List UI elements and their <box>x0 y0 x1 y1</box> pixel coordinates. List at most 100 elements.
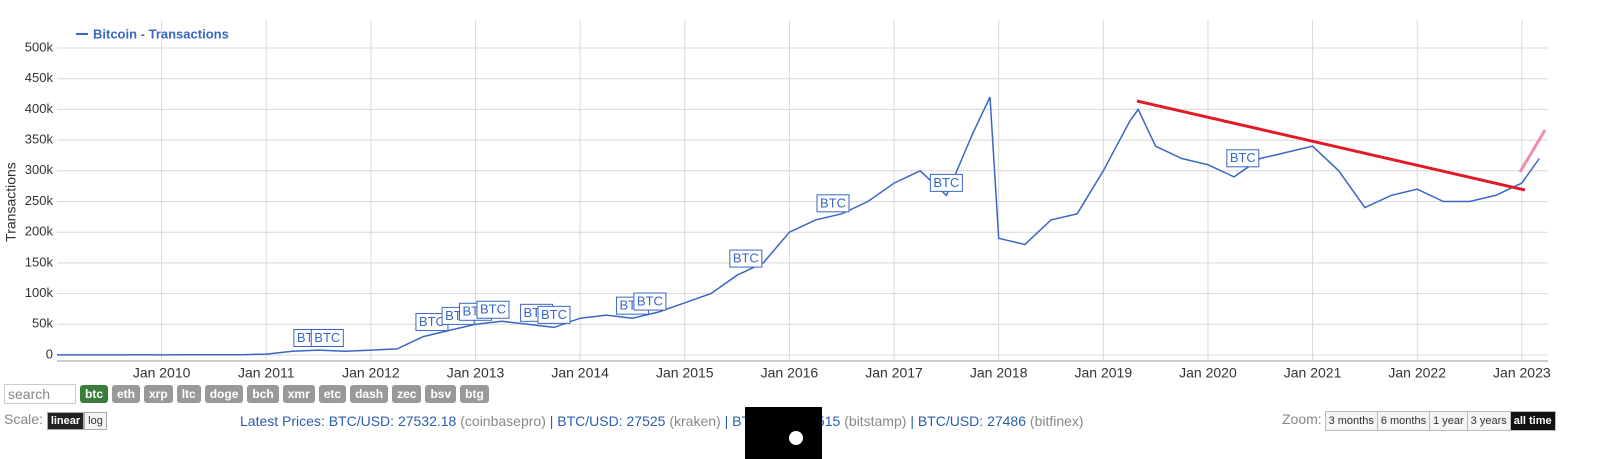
x-tick-label: Jan 2018 <box>970 365 1028 381</box>
flag-label: BTC <box>480 302 506 317</box>
x-tick-label: Jan 2020 <box>1179 365 1237 381</box>
redaction-box <box>745 407 822 459</box>
price-exchange: (bitstamp) <box>844 413 907 429</box>
scale-button[interactable]: linear <box>46 412 85 430</box>
legend-label: Bitcoin - Transactions <box>93 26 229 41</box>
flag: BTC <box>1226 149 1260 168</box>
y-tick-label: 200k <box>25 224 54 239</box>
zoom-button[interactable]: 3 months <box>1324 411 1378 431</box>
price-exchange: (kraken) <box>669 413 721 429</box>
coin-button[interactable]: etc <box>318 385 347 403</box>
coin-button[interactable]: xmr <box>282 385 315 403</box>
x-tick-label: Jan 2022 <box>1388 365 1446 381</box>
price-value: 27525 <box>626 413 666 429</box>
coin-button[interactable]: btc <box>80 385 108 403</box>
flag: BTC <box>537 305 571 324</box>
x-tick-label: Jan 2012 <box>342 365 400 381</box>
x-tick-label: Jan 2011 <box>238 365 295 381</box>
y-tick-label: 50k <box>32 316 53 331</box>
flag-label: BTC <box>637 294 663 309</box>
separator: | <box>910 413 914 429</box>
separator: | <box>724 413 729 429</box>
x-tick-label: Jan 2014 <box>551 365 609 381</box>
flag: BTC <box>816 194 850 213</box>
zoom-button[interactable]: all time <box>1509 411 1556 431</box>
y-tick-label: 350k <box>25 132 54 147</box>
y-tick-label: 250k <box>25 193 54 208</box>
controls: search btc eth xrp ltc doge bch xmr etc dash zec b… <box>0 382 1600 459</box>
coin-buttons: btc eth xrp ltc doge bch xmr etc dash zec bsv btg <box>80 385 493 403</box>
x-tick-label: Jan 2010 <box>133 365 191 381</box>
flag-box <box>929 173 963 192</box>
x-tick-label: Jan 2013 <box>447 365 505 381</box>
y-tick-label: 0 <box>46 346 53 361</box>
coin-button[interactable]: bsv <box>425 385 457 403</box>
price-exchange: (coinbasepro) <box>460 413 546 429</box>
search-input[interactable]: search <box>4 384 76 404</box>
redaction-dot <box>789 431 803 445</box>
flag: BTC <box>929 173 963 192</box>
y-tick-label: 500k <box>25 39 54 54</box>
coin-button[interactable]: bch <box>247 385 279 403</box>
x-tick-label: Jan 2019 <box>1075 365 1133 381</box>
price-value: 27532.18 <box>397 413 457 429</box>
flag-box <box>310 328 344 347</box>
y-tick-label: 400k <box>25 101 54 116</box>
coin-button[interactable]: dash <box>350 385 389 403</box>
separator: | <box>549 413 554 429</box>
plot-area <box>57 20 1548 361</box>
chart: Transactions 0 50k 100k 150k 200k 250k 300k 350… <box>3 20 1551 381</box>
legend[interactable]: Bitcoin - Transactions <box>76 26 229 41</box>
zoom-label: Zoom: <box>1282 411 1322 427</box>
flag: BTC <box>310 328 344 347</box>
flag-label: BTC <box>820 195 846 210</box>
flag-label: BTC <box>419 314 445 329</box>
y-tick-label: 150k <box>25 254 54 269</box>
zoom-button[interactable]: 6 months <box>1376 411 1431 431</box>
price-pair: BTC/USD: <box>917 413 984 429</box>
zoom-button[interactable]: 1 year <box>1429 411 1468 431</box>
series-line <box>57 96 1540 356</box>
x-tick-label: Jan 2017 <box>865 365 923 381</box>
zoom-button[interactable]: 3 years <box>1466 411 1511 431</box>
flag-box <box>729 249 763 268</box>
prices-label: Latest Prices: <box>240 413 325 429</box>
coin-button[interactable]: ltc <box>176 385 201 403</box>
price-pair: BTC/USD: <box>557 413 623 429</box>
flag-box <box>537 305 571 324</box>
flag-label: BTC <box>1230 150 1256 165</box>
x-tick-label: Jan 2023 <box>1493 365 1551 381</box>
coin-button[interactable]: xrp <box>144 385 173 403</box>
price-value: 27486 <box>987 413 1027 429</box>
latest-prices: Latest Prices: BTC/USD: 27532.18 (coinba… <box>240 413 1084 429</box>
price-pair: BTC/USD: <box>328 413 395 429</box>
scale-label: Scale: <box>4 411 43 427</box>
flag: BTC <box>476 300 510 319</box>
flag: BTC <box>633 292 667 311</box>
scale-button[interactable]: log <box>84 412 107 430</box>
x-tick-label: Jan 2021 <box>1284 365 1342 381</box>
flag-label: BTC <box>314 330 340 345</box>
y-axis-label: Transactions <box>3 162 19 242</box>
price-exchange: (bitfinex) <box>1029 413 1084 429</box>
zoom-control: Zoom: 3 months 6 months 1 year 3 years all t… <box>1282 411 1556 431</box>
y-tick-label: 450k <box>25 70 54 85</box>
trend-line <box>1518 129 1547 173</box>
flag: BTC <box>729 249 763 268</box>
y-tick-label: 100k <box>25 285 54 300</box>
trend-line <box>1136 99 1526 192</box>
flag-box <box>476 300 510 319</box>
coin-button[interactable]: zec <box>392 385 422 403</box>
coin-button[interactable]: doge <box>204 385 244 403</box>
flag-box <box>1226 149 1260 168</box>
coin-button[interactable]: btg <box>460 385 489 403</box>
flag-label: BTC <box>933 175 959 190</box>
flag-box <box>816 194 850 213</box>
x-tick-label: Jan 2015 <box>656 365 714 381</box>
y-tick-label: 300k <box>25 162 54 177</box>
x-tick-label: Jan 2016 <box>761 365 819 381</box>
flag-label: BTC <box>541 307 567 322</box>
coin-button[interactable]: eth <box>112 385 140 403</box>
flag-label: BTC <box>733 251 759 266</box>
